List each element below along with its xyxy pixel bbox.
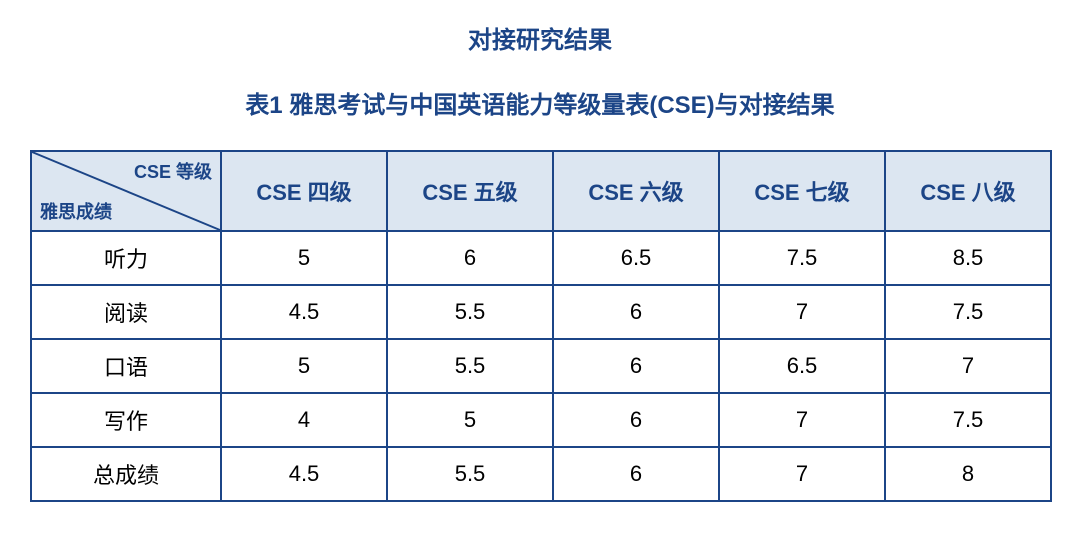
column-header: CSE 七级 xyxy=(719,151,885,231)
column-header: CSE 五级 xyxy=(387,151,553,231)
row-label: 口语 xyxy=(31,339,221,393)
table-row: 总成绩 4.5 5.5 6 7 8 xyxy=(31,447,1051,501)
table-cell: 7.5 xyxy=(885,285,1051,339)
table-row: 写作 4 5 6 7 7.5 xyxy=(31,393,1051,447)
table-row: 口语 5 5.5 6 6.5 7 xyxy=(31,339,1051,393)
table-cell: 5.5 xyxy=(387,285,553,339)
table-cell: 6.5 xyxy=(553,231,719,285)
table-cell: 4 xyxy=(221,393,387,447)
table-cell: 7.5 xyxy=(719,231,885,285)
diagonal-header-cell: CSE 等级 雅思成绩 xyxy=(31,151,221,231)
table-cell: 6 xyxy=(387,231,553,285)
table-cell: 5 xyxy=(387,393,553,447)
table-cell: 7 xyxy=(719,393,885,447)
page-title: 对接研究结果 xyxy=(30,20,1050,55)
diagonal-top-label: CSE 等级 xyxy=(134,158,212,184)
column-header: CSE 八级 xyxy=(885,151,1051,231)
column-header: CSE 四级 xyxy=(221,151,387,231)
table-title: 表1 雅思考试与中国英语能力等级量表(CSE)与对接结果 xyxy=(30,85,1050,120)
diagonal-bottom-label: 雅思成绩 xyxy=(40,198,112,224)
table-cell: 6 xyxy=(553,447,719,501)
table-cell: 6 xyxy=(553,339,719,393)
table-row: 听力 5 6 6.5 7.5 8.5 xyxy=(31,231,1051,285)
table-cell: 7 xyxy=(719,447,885,501)
table-cell: 8.5 xyxy=(885,231,1051,285)
table-header-row: CSE 等级 雅思成绩 CSE 四级 CSE 五级 CSE 六级 CSE 七级 … xyxy=(31,151,1051,231)
table-cell: 8 xyxy=(885,447,1051,501)
column-header: CSE 六级 xyxy=(553,151,719,231)
table-cell: 7 xyxy=(719,285,885,339)
table-cell: 7 xyxy=(885,339,1051,393)
table-cell: 5 xyxy=(221,231,387,285)
table-cell: 4.5 xyxy=(221,447,387,501)
row-label: 阅读 xyxy=(31,285,221,339)
table-cell: 5.5 xyxy=(387,447,553,501)
cse-ielts-table: CSE 等级 雅思成绩 CSE 四级 CSE 五级 CSE 六级 CSE 七级 … xyxy=(30,150,1052,502)
table-cell: 5 xyxy=(221,339,387,393)
table-cell: 7.5 xyxy=(885,393,1051,447)
row-label: 听力 xyxy=(31,231,221,285)
table-row: 阅读 4.5 5.5 6 7 7.5 xyxy=(31,285,1051,339)
table-cell: 6 xyxy=(553,285,719,339)
row-label: 总成绩 xyxy=(31,447,221,501)
table-cell: 6.5 xyxy=(719,339,885,393)
table-cell: 6 xyxy=(553,393,719,447)
row-label: 写作 xyxy=(31,393,221,447)
table-cell: 4.5 xyxy=(221,285,387,339)
table-cell: 5.5 xyxy=(387,339,553,393)
